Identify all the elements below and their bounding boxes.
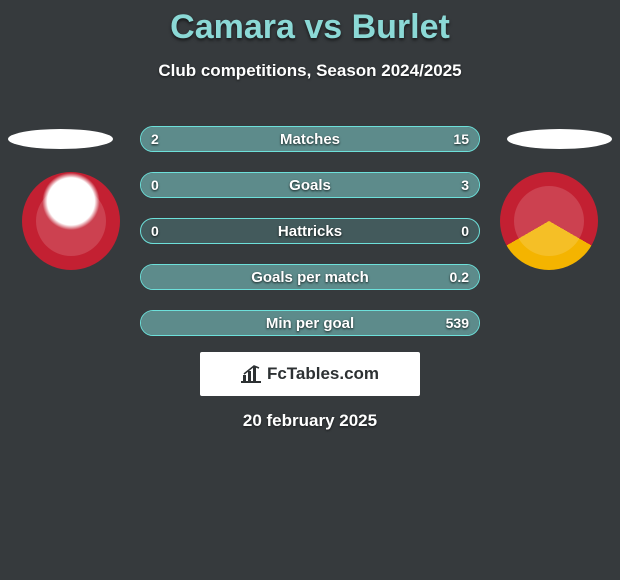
attribution-box: FcTables.com	[200, 352, 420, 396]
stat-bar: 215Matches	[140, 126, 480, 152]
attribution-text: FcTables.com	[267, 364, 379, 384]
bar-label: Matches	[141, 127, 479, 151]
stats-bars: 215Matches 03Goals 00Hattricks 0.2Goals per…	[140, 126, 480, 356]
date-text: 20 february 2025	[0, 411, 620, 431]
bar-label: Hattricks	[141, 219, 479, 243]
bar-label: Goals	[141, 173, 479, 197]
chart-icon	[241, 365, 261, 383]
subtitle: Club competitions, Season 2024/2025	[0, 61, 620, 81]
stat-bar: 00Hattricks	[140, 218, 480, 244]
club-crest-right	[500, 172, 598, 270]
stat-bar: 0.2Goals per match	[140, 264, 480, 290]
stat-bar: 539Min per goal	[140, 310, 480, 336]
bar-label: Min per goal	[141, 311, 479, 335]
club-crest-left	[22, 172, 120, 270]
page-title: Camara vs Burlet	[0, 0, 620, 47]
stat-bar: 03Goals	[140, 172, 480, 198]
crest-emblem-right	[514, 186, 584, 256]
player-tag-left	[8, 129, 113, 149]
crest-emblem-left	[36, 186, 106, 256]
player-tag-right	[507, 129, 612, 149]
bar-label: Goals per match	[141, 265, 479, 289]
